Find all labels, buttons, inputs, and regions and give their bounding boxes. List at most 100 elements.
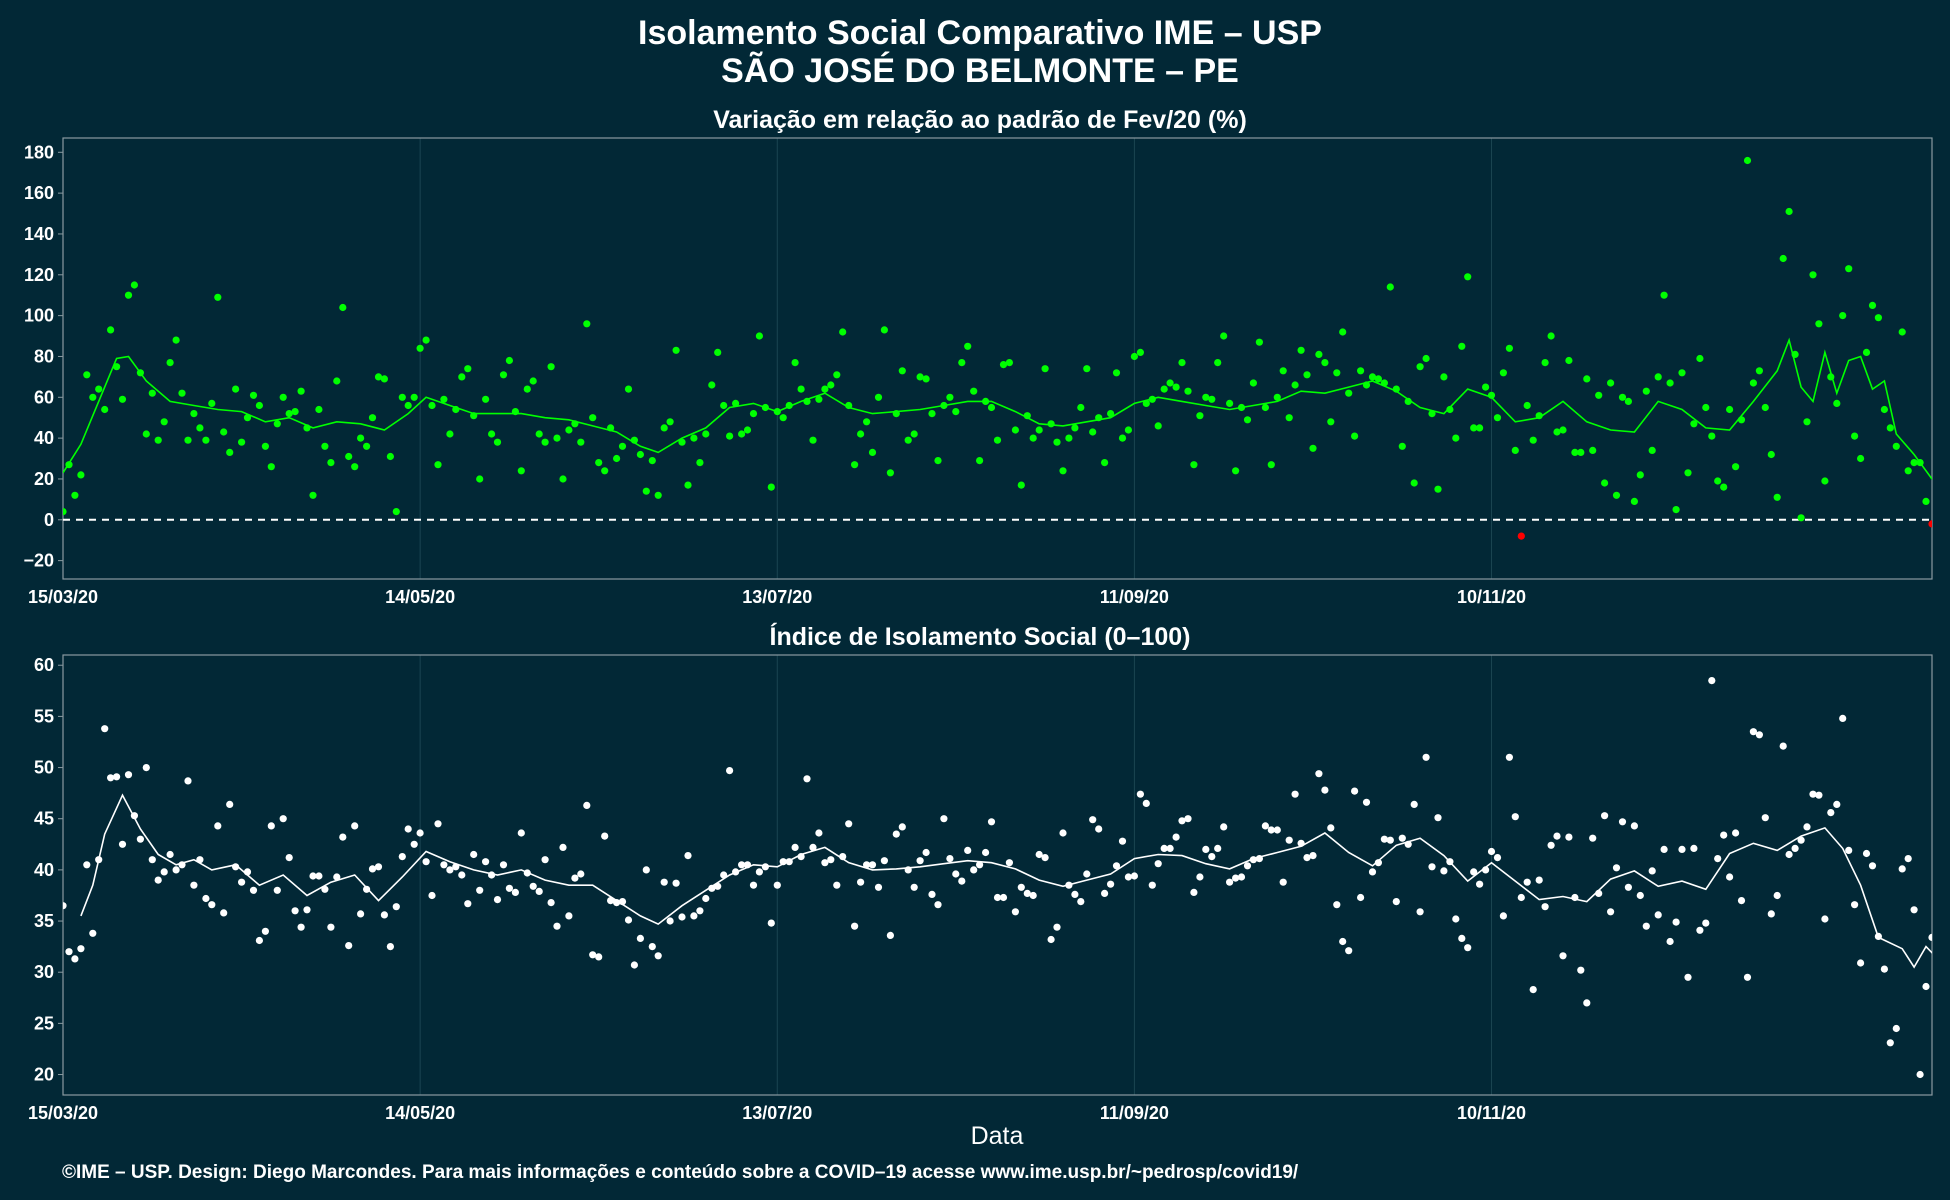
- data-point: [1583, 375, 1591, 383]
- data-point: [595, 459, 603, 467]
- data-point: [327, 459, 335, 467]
- data-point: [1309, 444, 1317, 452]
- data-point: [1612, 864, 1621, 872]
- data-point: [660, 424, 668, 432]
- data-point: [1053, 923, 1061, 931]
- data-point: [845, 401, 853, 410]
- data-point: [672, 346, 680, 354]
- data-point: [63, 902, 67, 910]
- data-point: [178, 389, 186, 397]
- data-point: [696, 907, 704, 915]
- data-point: [1720, 483, 1728, 491]
- data-point: [1862, 849, 1871, 858]
- data-point: [1410, 479, 1418, 487]
- data-point: [559, 475, 567, 483]
- data-point: [1178, 817, 1186, 825]
- data-point: [648, 943, 656, 951]
- data-point: [1672, 506, 1680, 514]
- data-point: [726, 432, 734, 440]
- data-point: [1196, 412, 1204, 420]
- data-point: [1607, 379, 1615, 387]
- data-point: [1648, 446, 1656, 454]
- data-point: [1666, 937, 1674, 946]
- data-point: [392, 903, 400, 911]
- data-point: [785, 401, 793, 410]
- data-point: [178, 861, 186, 869]
- data-point: [1785, 207, 1793, 216]
- data-point: [940, 815, 948, 823]
- data-point: [1868, 862, 1877, 870]
- data-point: [190, 881, 198, 889]
- data-point: [261, 927, 269, 935]
- data-point: [1095, 825, 1103, 833]
- data-point: [1910, 906, 1918, 914]
- data-point: [1154, 860, 1162, 868]
- y-tick-label: 60: [34, 655, 54, 675]
- data-point: [148, 389, 156, 397]
- data-point: [154, 876, 162, 884]
- data-point: [1130, 352, 1138, 361]
- data-point: [398, 393, 406, 401]
- data-point: [976, 861, 984, 869]
- data-point: [291, 907, 299, 915]
- data-point: [1112, 862, 1121, 870]
- data-point: [958, 877, 966, 885]
- data-point: [1243, 416, 1252, 424]
- data-point: [220, 909, 228, 917]
- data-point: [1541, 903, 1549, 911]
- data-point: [565, 912, 573, 920]
- data-point: [488, 871, 496, 879]
- data-point: [214, 822, 222, 830]
- data-point: [1232, 874, 1240, 882]
- data-point: [410, 840, 418, 848]
- data-point: [1523, 878, 1531, 886]
- data-point: [1357, 893, 1365, 902]
- data-point: [797, 853, 805, 861]
- data-point: [1773, 493, 1781, 501]
- data-point: [987, 403, 996, 412]
- data-point: [1142, 399, 1150, 407]
- data-point: [1833, 800, 1841, 809]
- data-point: [1047, 935, 1055, 944]
- data-point: [892, 830, 900, 838]
- data-point: [1910, 459, 1918, 467]
- data-point: [1470, 424, 1478, 432]
- data-point: [1083, 365, 1091, 373]
- data-point: [785, 858, 793, 866]
- data-point: [940, 401, 948, 410]
- data-point: [779, 414, 787, 422]
- data-point: [642, 487, 650, 495]
- data-point: [1868, 301, 1877, 309]
- data-point: [761, 403, 770, 412]
- data-point: [1702, 403, 1710, 412]
- data-point: [434, 820, 442, 828]
- data-point: [1011, 908, 1020, 916]
- data-point: [910, 430, 918, 438]
- data-point: [1362, 798, 1371, 806]
- data-point: [1089, 428, 1097, 436]
- data-point: [440, 395, 448, 403]
- data-point: [1237, 403, 1246, 412]
- data-point: [1565, 356, 1573, 365]
- y-tick-label: 140: [24, 224, 54, 244]
- data-point: [249, 391, 258, 399]
- data-point: [107, 326, 115, 334]
- data-point: [1797, 514, 1805, 522]
- data-point: [482, 395, 490, 403]
- data-point: [833, 881, 841, 889]
- data-point: [618, 898, 627, 906]
- data-point: [613, 899, 621, 907]
- data-point: [636, 450, 645, 459]
- data-point: [136, 369, 144, 377]
- data-point: [1595, 391, 1603, 399]
- data-point: [1773, 891, 1781, 900]
- data-point: [1041, 854, 1049, 862]
- data-point: [1112, 369, 1121, 377]
- data-point: [1726, 873, 1734, 881]
- data-point: [1482, 866, 1490, 874]
- data-point: [732, 399, 740, 407]
- data-point: [220, 428, 228, 436]
- data-point: [1029, 891, 1037, 900]
- data-point: [226, 448, 234, 456]
- data-point: [952, 408, 960, 416]
